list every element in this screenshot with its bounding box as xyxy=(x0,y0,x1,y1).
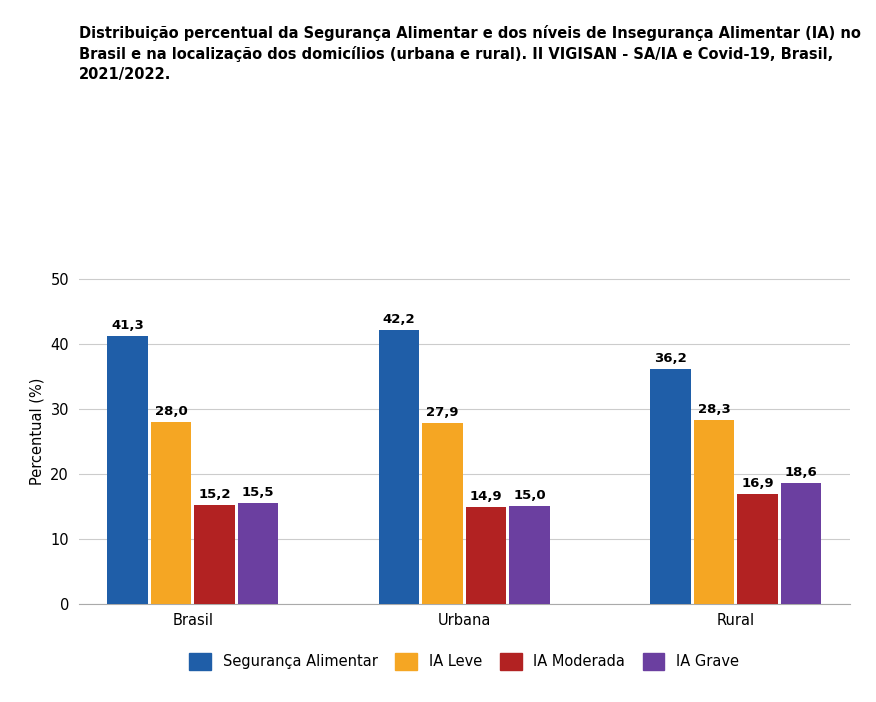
Text: 14,9: 14,9 xyxy=(470,490,502,503)
Text: 16,9: 16,9 xyxy=(741,477,774,490)
Y-axis label: Percentual (%): Percentual (%) xyxy=(30,378,45,485)
Text: 15,5: 15,5 xyxy=(242,486,274,499)
Bar xyxy=(422,423,463,604)
Text: Distribuição percentual da Segurança Alimentar e dos níveis de Insegurança Alime: Distribuição percentual da Segurança Ali… xyxy=(79,25,861,81)
Legend: Segurança Alimentar, IA Leve, IA Moderada, IA Grave: Segurança Alimentar, IA Leve, IA Moderad… xyxy=(182,645,746,678)
Text: 41,3: 41,3 xyxy=(111,319,144,332)
Bar xyxy=(151,422,192,604)
Text: 27,9: 27,9 xyxy=(427,406,459,419)
Text: 15,0: 15,0 xyxy=(513,489,546,503)
Bar xyxy=(737,494,778,604)
Bar xyxy=(194,505,235,604)
Text: 42,2: 42,2 xyxy=(383,313,415,326)
Bar xyxy=(650,369,691,604)
Text: 15,2: 15,2 xyxy=(198,488,230,501)
Text: 18,6: 18,6 xyxy=(785,466,817,479)
Bar xyxy=(781,483,821,604)
Bar xyxy=(466,507,506,604)
Bar xyxy=(509,506,550,604)
Bar xyxy=(378,330,420,604)
Text: 36,2: 36,2 xyxy=(654,352,687,365)
Bar xyxy=(694,420,734,604)
Text: 28,0: 28,0 xyxy=(155,405,187,418)
Text: 28,3: 28,3 xyxy=(697,403,731,416)
Bar xyxy=(108,336,148,604)
Bar xyxy=(237,503,279,604)
